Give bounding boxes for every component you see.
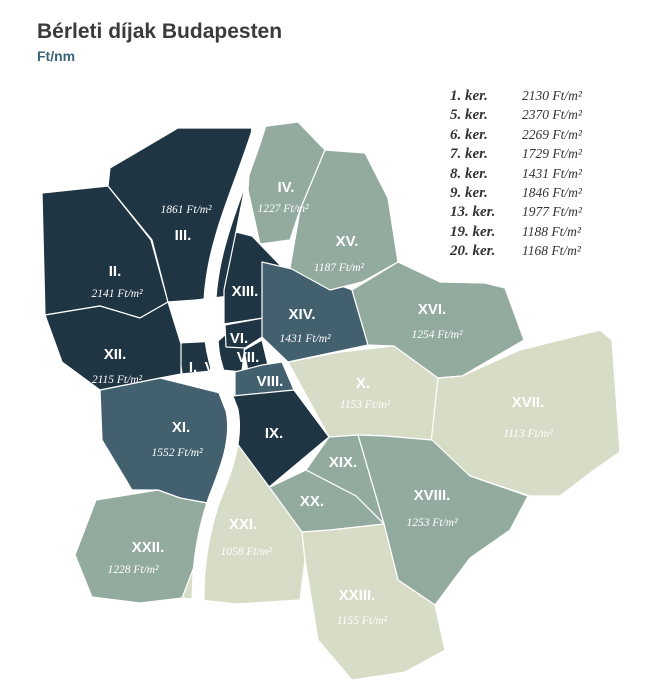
legend-value: 1431 Ft/m² [522, 165, 582, 181]
legend-district: 5. ker. [450, 107, 488, 124]
district-xxii-rent: 1228 Ft/m² [107, 564, 159, 576]
district-vii-label: VII. [237, 349, 260, 366]
district-xvi-label: XVI. [418, 301, 446, 318]
district-xiii-label: XIII. [232, 283, 259, 300]
legend-row: 5. ker. 2370 Ft/m² [450, 107, 640, 126]
district-viii-label: VIII. [257, 373, 284, 390]
district-ii-rent: 2141 Ft/m² [91, 288, 143, 300]
district-xviii-label: XVIII. [414, 487, 451, 504]
district-xix-label: XIX. [329, 454, 357, 471]
district-xxiii-area [301, 523, 446, 681]
district-iii-rent: 1861 Ft/m² [160, 204, 212, 216]
rent-legend: 1. ker. 2130 Ft/m² 5. ker. 2370 Ft/m² 6. k… [450, 88, 640, 263]
district-v-label: V. [205, 359, 218, 376]
legend-row: 20. ker. 1168 Ft/m² [450, 243, 640, 262]
district-xv-label: XV. [336, 233, 359, 250]
district-x-label: X. [356, 375, 370, 392]
district-shapes [41, 121, 621, 681]
district-xxiii-rent: 1155 Ft/m² [337, 615, 388, 627]
legend-row: 19. ker. 1188 Ft/m² [450, 224, 640, 243]
district-xvii-rent: 1113 Ft/m² [503, 428, 553, 440]
district-xii-area [44, 301, 182, 391]
district-xvi-rent: 1254 Ft/m² [411, 329, 463, 341]
district-xii-label: XII. [104, 346, 127, 363]
legend-value: 2370 Ft/m² [522, 107, 582, 123]
district-iv-label: IV. [278, 179, 295, 196]
legend-value: 2130 Ft/m² [522, 88, 582, 103]
district-xiv-rent: 1431 Ft/m² [279, 333, 331, 345]
legend-district: 20. ker. [450, 243, 496, 260]
legend-district: 9. ker. [450, 184, 488, 201]
district-xx-label: XX. [300, 493, 324, 510]
district-xxii-area [74, 489, 219, 604]
district-xiv-label: XIV. [289, 306, 316, 323]
legend-district: 1. ker. [450, 88, 488, 104]
district-xv-area [289, 149, 399, 291]
legend-district: 7. ker. [450, 146, 488, 163]
legend-row: 8. ker. 1431 Ft/m² [450, 166, 640, 185]
district-xxi-rent: 1058 Ft/m² [220, 546, 272, 558]
legend-row: 13. ker. 1977 Ft/m² [450, 204, 640, 223]
map-subtitle: Ft/nm [37, 48, 76, 64]
district-xii-rent: 2115 Ft/m² [92, 374, 143, 386]
legend-row: 7. ker. 1729 Ft/m² [450, 146, 640, 165]
legend-row: 6. ker. 2269 Ft/m² [450, 127, 640, 146]
legend-district: 13. ker. [450, 204, 496, 221]
legend-value: 1188 Ft/m² [522, 223, 581, 239]
map-title: Bérleti díjak Budapesten [37, 20, 283, 43]
legend-district: 19. ker. [450, 223, 496, 240]
legend-value: 1977 Ft/m² [522, 204, 582, 220]
legend-value: 1846 Ft/m² [522, 184, 582, 200]
legend-value: 2269 Ft/m² [522, 126, 582, 142]
district-ii-label: II. [109, 263, 122, 280]
district-xviii-rent: 1253 Ft/m² [406, 517, 458, 529]
district-i-label: I. [189, 359, 197, 376]
legend-row: 1. ker. 2130 Ft/m² [450, 88, 640, 107]
danube-river [191, 111, 269, 607]
legend-district: 8. ker. [450, 165, 488, 182]
legend-district: 6. ker. [450, 126, 488, 143]
district-xi-label: XI. [172, 419, 190, 436]
district-xv-rent: 1187 Ft/m² [314, 262, 365, 274]
district-iv-area [247, 121, 326, 245]
district-ix-label: IX. [265, 425, 283, 442]
legend-row: 9. ker. 1846 Ft/m² [450, 185, 640, 204]
district-vi-label: VI. [230, 330, 248, 347]
legend-value: 1168 Ft/m² [522, 243, 581, 259]
district-xvii-label: XVII. [512, 394, 545, 411]
district-xxi-label: XXI. [229, 516, 257, 533]
district-labels: I. II. 2141 Ft/m² III. 1861 Ft/m² IV. 1227 Ft/… [91, 179, 553, 627]
district-x-rent: 1153 Ft/m² [340, 399, 391, 411]
district-xxiii-label: XXIII. [339, 587, 376, 604]
district-xxii-label: XXII. [132, 539, 165, 556]
legend-value: 1729 Ft/m² [522, 146, 582, 162]
district-xi-rent: 1552 Ft/m² [151, 447, 203, 459]
district-iv-rent: 1227 Ft/m² [257, 203, 309, 215]
district-iii-label: III. [175, 227, 192, 244]
